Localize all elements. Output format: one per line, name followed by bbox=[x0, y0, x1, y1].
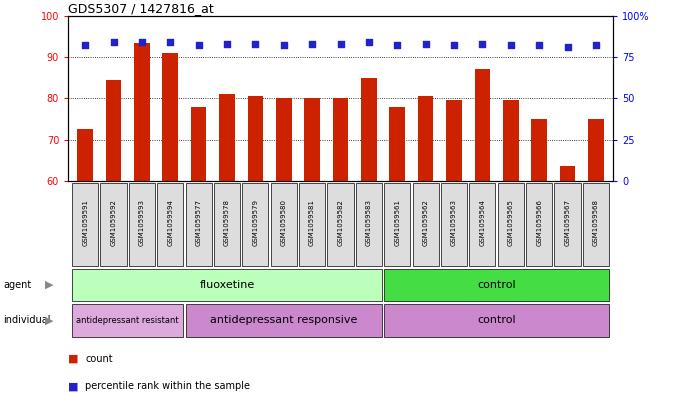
Text: percentile rank within the sample: percentile rank within the sample bbox=[85, 381, 250, 391]
Point bbox=[364, 39, 375, 45]
Text: GSM1059567: GSM1059567 bbox=[565, 199, 571, 246]
Text: GSM1059561: GSM1059561 bbox=[394, 199, 400, 246]
Bar bbox=[418, 96, 433, 181]
Point bbox=[420, 40, 431, 47]
FancyBboxPatch shape bbox=[270, 184, 297, 266]
Bar bbox=[191, 107, 206, 181]
Bar bbox=[475, 69, 490, 181]
FancyBboxPatch shape bbox=[299, 184, 326, 266]
Bar bbox=[333, 98, 348, 181]
Text: GSM1059594: GSM1059594 bbox=[168, 199, 173, 246]
Text: GSM1059566: GSM1059566 bbox=[536, 199, 542, 246]
Bar bbox=[503, 100, 518, 181]
Bar bbox=[248, 96, 263, 181]
Point bbox=[221, 40, 232, 47]
Point bbox=[165, 39, 176, 45]
Text: GSM1059565: GSM1059565 bbox=[508, 199, 513, 246]
FancyBboxPatch shape bbox=[242, 184, 268, 266]
Bar bbox=[134, 42, 150, 181]
Text: GDS5307 / 1427816_at: GDS5307 / 1427816_at bbox=[68, 2, 214, 15]
Point bbox=[505, 42, 516, 49]
FancyBboxPatch shape bbox=[384, 184, 410, 266]
Bar bbox=[361, 77, 377, 181]
FancyBboxPatch shape bbox=[498, 184, 524, 266]
Point bbox=[108, 39, 119, 45]
FancyBboxPatch shape bbox=[72, 304, 183, 336]
Point bbox=[136, 39, 147, 45]
Bar bbox=[163, 53, 178, 181]
Text: fluoxetine: fluoxetine bbox=[200, 280, 255, 290]
Point bbox=[477, 40, 488, 47]
FancyBboxPatch shape bbox=[526, 184, 552, 266]
FancyBboxPatch shape bbox=[214, 184, 240, 266]
Bar bbox=[390, 107, 405, 181]
Bar bbox=[588, 119, 603, 181]
FancyBboxPatch shape bbox=[185, 184, 212, 266]
Text: GSM1059562: GSM1059562 bbox=[423, 199, 428, 246]
Text: GSM1059583: GSM1059583 bbox=[366, 199, 372, 246]
Text: count: count bbox=[85, 354, 113, 364]
Point bbox=[534, 42, 545, 49]
Text: antidepressant resistant: antidepressant resistant bbox=[76, 316, 179, 325]
FancyBboxPatch shape bbox=[101, 184, 127, 266]
Point bbox=[392, 42, 402, 49]
Text: GSM1059579: GSM1059579 bbox=[253, 199, 258, 246]
Text: agent: agent bbox=[3, 280, 31, 290]
Bar bbox=[560, 166, 575, 181]
Text: control: control bbox=[477, 315, 516, 325]
Text: individual: individual bbox=[3, 315, 51, 325]
FancyBboxPatch shape bbox=[72, 184, 98, 266]
Bar bbox=[219, 94, 235, 181]
FancyBboxPatch shape bbox=[355, 184, 382, 266]
Text: GSM1059564: GSM1059564 bbox=[479, 199, 486, 246]
Text: GSM1059580: GSM1059580 bbox=[281, 199, 287, 246]
Point bbox=[590, 42, 601, 49]
Text: ▶: ▶ bbox=[45, 280, 53, 290]
FancyBboxPatch shape bbox=[583, 184, 609, 266]
FancyBboxPatch shape bbox=[185, 304, 382, 336]
Text: GSM1059591: GSM1059591 bbox=[82, 199, 88, 246]
FancyBboxPatch shape bbox=[328, 184, 353, 266]
Point bbox=[279, 42, 289, 49]
Text: ■: ■ bbox=[68, 381, 78, 391]
Point bbox=[193, 42, 204, 49]
Bar bbox=[78, 129, 93, 181]
Point bbox=[562, 44, 573, 50]
Point bbox=[80, 42, 91, 49]
Text: ▶: ▶ bbox=[45, 315, 53, 325]
Text: GSM1059593: GSM1059593 bbox=[139, 199, 145, 246]
Bar bbox=[106, 80, 121, 181]
FancyBboxPatch shape bbox=[554, 184, 580, 266]
Text: antidepressant responsive: antidepressant responsive bbox=[210, 315, 358, 325]
FancyBboxPatch shape bbox=[441, 184, 467, 266]
FancyBboxPatch shape bbox=[413, 184, 439, 266]
Bar bbox=[446, 100, 462, 181]
Bar bbox=[531, 119, 547, 181]
Point bbox=[335, 40, 346, 47]
Bar bbox=[304, 98, 320, 181]
Text: GSM1059577: GSM1059577 bbox=[195, 199, 202, 246]
Text: GSM1059592: GSM1059592 bbox=[110, 199, 116, 246]
FancyBboxPatch shape bbox=[384, 304, 609, 336]
FancyBboxPatch shape bbox=[469, 184, 495, 266]
Text: control: control bbox=[477, 280, 516, 290]
FancyBboxPatch shape bbox=[384, 269, 609, 301]
Text: GSM1059582: GSM1059582 bbox=[338, 199, 343, 246]
Point bbox=[449, 42, 460, 49]
FancyBboxPatch shape bbox=[129, 184, 155, 266]
Text: GSM1059563: GSM1059563 bbox=[451, 199, 457, 246]
FancyBboxPatch shape bbox=[72, 269, 382, 301]
Point bbox=[250, 40, 261, 47]
Text: ■: ■ bbox=[68, 354, 78, 364]
Text: GSM1059568: GSM1059568 bbox=[593, 199, 599, 246]
Point bbox=[306, 40, 317, 47]
FancyBboxPatch shape bbox=[157, 184, 183, 266]
Text: GSM1059578: GSM1059578 bbox=[224, 199, 230, 246]
Text: GSM1059581: GSM1059581 bbox=[309, 199, 315, 246]
Bar bbox=[276, 98, 291, 181]
